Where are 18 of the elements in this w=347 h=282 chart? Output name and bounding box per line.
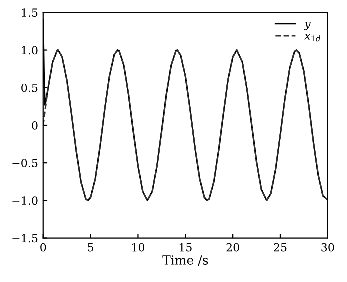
x-tick-label: 0	[40, 243, 46, 252]
y-tick-label: −1.0	[12, 196, 38, 206]
line-series	[43, 50, 328, 202]
y-tick-label: 1.0	[22, 46, 38, 55]
x-tick-label: 5	[88, 243, 94, 252]
x-tick-label: 10	[132, 243, 145, 252]
x-tick-label: 15	[180, 243, 192, 252]
legend-label: y	[304, 22, 311, 30]
y-tick-label: −0.5	[12, 159, 38, 168]
y-tick-label: 1.5	[22, 8, 38, 18]
x-tick-label: 25	[274, 243, 287, 252]
x-tick-label: 20	[226, 243, 240, 252]
y-tick-label: 0.5	[22, 84, 38, 92]
y-tick-label: 0	[32, 121, 38, 130]
x-tick-label: 30	[322, 243, 334, 252]
y-tick-label: −1.5	[12, 234, 38, 243]
legend-label: x$_{1d}$	[304, 34, 321, 42]
x-axis-title: Time /s	[162, 256, 208, 266]
